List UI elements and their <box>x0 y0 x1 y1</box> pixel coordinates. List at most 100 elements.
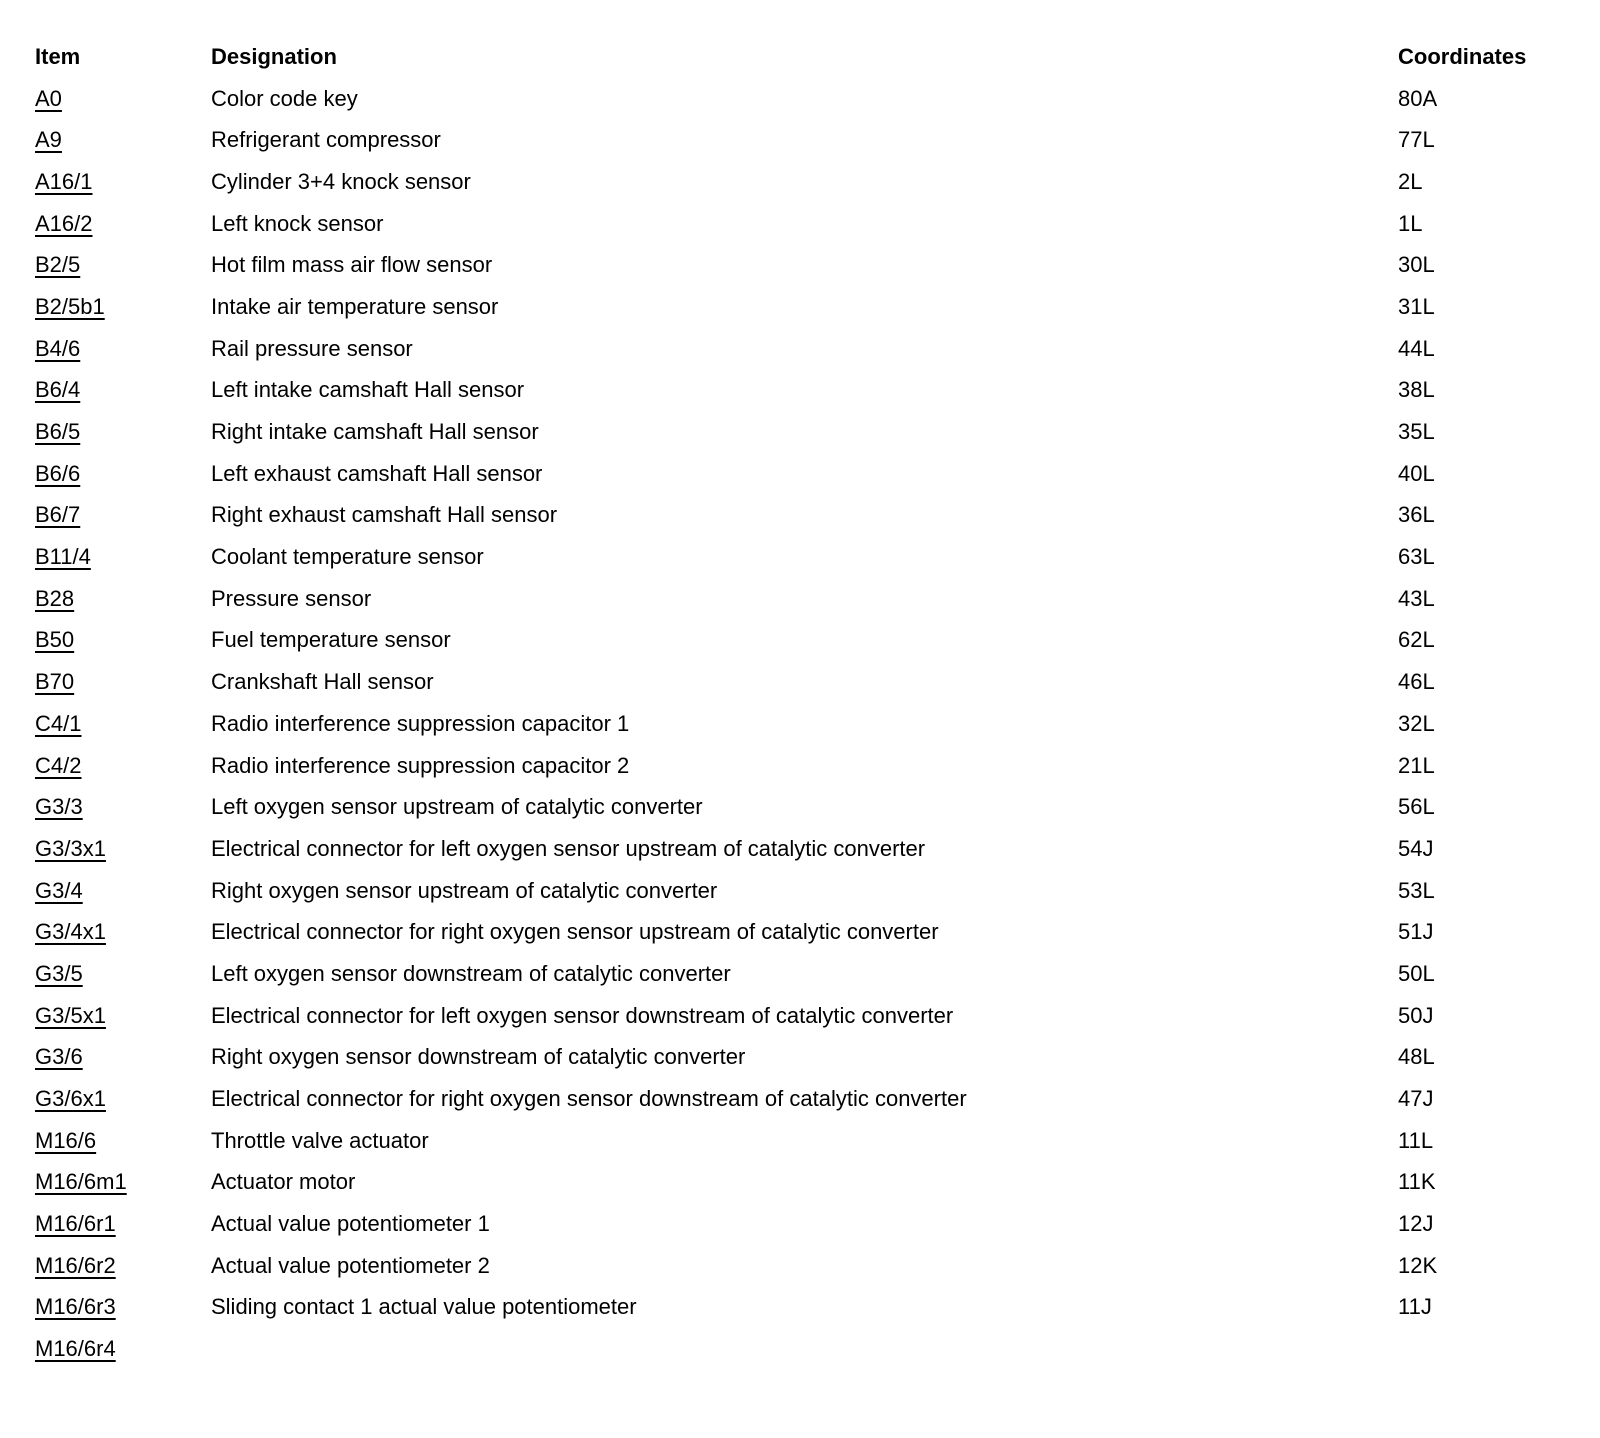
table-row: M16/6m1 Actuator motor 11K <box>35 1162 1580 1204</box>
item-cell: B6/6 <box>35 461 211 487</box>
table-row: M16/6r1 Actual value potentiometer 1 12J <box>35 1203 1580 1245</box>
table-row: B6/4 Left intake camshaft Hall sensor 38… <box>35 370 1580 412</box>
coordinate-text: 51J <box>1398 919 1434 945</box>
table-row: B28 Pressure sensor 43L <box>35 578 1580 620</box>
table-body: A0 Color code key 80A A9 Refrigerant com… <box>35 78 1580 1370</box>
table-row: M16/6r2 Actual value potentiometer 2 12K <box>35 1245 1580 1287</box>
item-link[interactable]: G3/6 <box>35 1044 83 1070</box>
item-cell: B70 <box>35 669 211 695</box>
table-header-row: Item Designation Coordinates <box>35 36 1580 78</box>
item-cell: G3/4 <box>35 878 211 904</box>
item-link[interactable]: B2/5b1 <box>35 293 105 319</box>
item-link[interactable]: M16/6r2 <box>35 1252 116 1278</box>
item-cell: M16/6 <box>35 1128 211 1154</box>
item-link[interactable]: B6/4 <box>35 377 81 403</box>
item-cell: A0 <box>35 86 211 112</box>
item-link[interactable]: G3/5 <box>35 960 83 986</box>
item-link[interactable]: M16/6r4 <box>35 1336 116 1362</box>
item-link[interactable]: G3/6x1 <box>35 1086 106 1112</box>
table-row: G3/5x1 Electrical connector for left oxy… <box>35 995 1580 1037</box>
item-link[interactable]: C4/1 <box>35 710 82 736</box>
table-row: B2/5b1 Intake air temperature sensor 31L <box>35 286 1580 328</box>
coordinate-text: 46L <box>1398 669 1435 695</box>
item-link[interactable]: G3/4x1 <box>35 919 106 945</box>
item-cell: C4/2 <box>35 753 211 779</box>
designation-text: Intake air temperature sensor <box>211 293 499 319</box>
coordinate-text: 31L <box>1398 293 1435 319</box>
table-row: A9 Refrigerant compressor 77L <box>35 119 1580 161</box>
item-link[interactable]: B6/6 <box>35 460 81 486</box>
coordinate-text: 32L <box>1398 710 1435 736</box>
table-row: G3/3 Left oxygen sensor upstream of cata… <box>35 786 1580 828</box>
table-row: B50 Fuel temperature sensor 62L <box>35 620 1580 662</box>
coordinate-text: 50L <box>1398 960 1435 986</box>
item-link[interactable]: B2/5 <box>35 252 81 278</box>
item-link[interactable]: M16/6 <box>35 1127 97 1153</box>
coordinate-text: 30L <box>1398 252 1435 278</box>
item-link[interactable]: B28 <box>35 585 75 611</box>
designation-text: Electrical connector for left oxygen sen… <box>211 1002 954 1028</box>
designation-text: Throttle valve actuator <box>211 1127 429 1153</box>
item-link[interactable]: G3/3x1 <box>35 835 106 861</box>
item-link[interactable]: B70 <box>35 669 75 695</box>
item-link[interactable]: B50 <box>35 627 75 653</box>
coordinate-text: 80A <box>1398 85 1438 111</box>
table-row: M16/6 Throttle valve actuator 11L <box>35 1120 1580 1162</box>
designation-text: Actual value potentiometer 2 <box>211 1252 490 1278</box>
table-row: B2/5 Hot film mass air flow sensor 30L <box>35 244 1580 286</box>
item-cell: M16/6m1 <box>35 1169 211 1195</box>
designation-text: Electrical connector for left oxygen sen… <box>211 835 926 861</box>
item-link[interactable]: M16/6r1 <box>35 1211 116 1237</box>
designation-text: Fuel temperature sensor <box>211 627 451 653</box>
coordinate-text: 21L <box>1398 752 1435 778</box>
designation-text: Left oxygen sensor upstream of catalytic… <box>211 794 703 820</box>
table-row: G3/5 Left oxygen sensor downstream of ca… <box>35 953 1580 995</box>
table-row: G3/3x1 Electrical connector for left oxy… <box>35 828 1580 870</box>
table-row: A16/2 Left knock sensor 1L <box>35 203 1580 245</box>
table-row: A16/1 Cylinder 3+4 knock sensor 2L <box>35 161 1580 203</box>
item-link[interactable]: M16/6r3 <box>35 1294 116 1320</box>
table-row: B11/4 Coolant temperature sensor 63L <box>35 536 1580 578</box>
table-row: A0 Color code key 80A <box>35 78 1580 120</box>
table-row: G3/4 Right oxygen sensor upstream of cat… <box>35 870 1580 912</box>
item-link[interactable]: G3/5x1 <box>35 1002 106 1028</box>
item-link[interactable]: C4/2 <box>35 752 82 778</box>
designation-text: Actuator motor <box>211 1169 356 1195</box>
column-header-item: Item <box>35 43 81 69</box>
designation-text: Electrical connector for right oxygen se… <box>211 919 939 945</box>
item-link[interactable]: M16/6m1 <box>35 1169 127 1195</box>
coordinate-text: 47J <box>1398 1086 1434 1112</box>
item-link[interactable]: B6/5 <box>35 419 81 445</box>
item-cell: G3/6x1 <box>35 1086 211 1112</box>
item-link[interactable]: B4/6 <box>35 335 81 361</box>
coordinate-text: 2L <box>1398 168 1423 194</box>
item-cell: A16/1 <box>35 169 211 195</box>
item-cell: B6/4 <box>35 377 211 403</box>
table-row: M16/6r3 Sliding contact 1 actual value p… <box>35 1287 1580 1329</box>
item-link[interactable]: A16/1 <box>35 168 93 194</box>
item-cell: M16/6r4 <box>35 1336 211 1362</box>
item-cell: A16/2 <box>35 211 211 237</box>
item-link[interactable]: B11/4 <box>35 544 91 570</box>
table-row: G3/4x1 Electrical connector for right ox… <box>35 911 1580 953</box>
item-link[interactable]: A9 <box>35 127 62 153</box>
designation-text: Pressure sensor <box>211 585 372 611</box>
item-link[interactable]: G3/4 <box>35 877 83 903</box>
item-link[interactable]: G3/3 <box>35 794 83 820</box>
item-cell: C4/1 <box>35 711 211 737</box>
coordinate-text: 38L <box>1398 377 1435 403</box>
designation-text: Rail pressure sensor <box>211 335 413 361</box>
coordinate-text: 35L <box>1398 419 1435 445</box>
item-cell: G3/6 <box>35 1044 211 1070</box>
item-cell: G3/4x1 <box>35 919 211 945</box>
table-row: B6/7 Right exhaust camshaft Hall sensor … <box>35 495 1580 537</box>
designation-text: Electrical connector for right oxygen se… <box>211 1086 967 1112</box>
designation-text: Left intake camshaft Hall sensor <box>211 377 525 403</box>
item-link[interactable]: B6/7 <box>35 502 81 528</box>
designation-text: Left oxygen sensor downstream of catalyt… <box>211 960 731 986</box>
coordinate-text: 36L <box>1398 502 1435 528</box>
item-cell: M16/6r3 <box>35 1294 211 1320</box>
designation-text: Right exhaust camshaft Hall sensor <box>211 502 558 528</box>
item-link[interactable]: A16/2 <box>35 210 93 236</box>
item-link[interactable]: A0 <box>35 85 62 111</box>
